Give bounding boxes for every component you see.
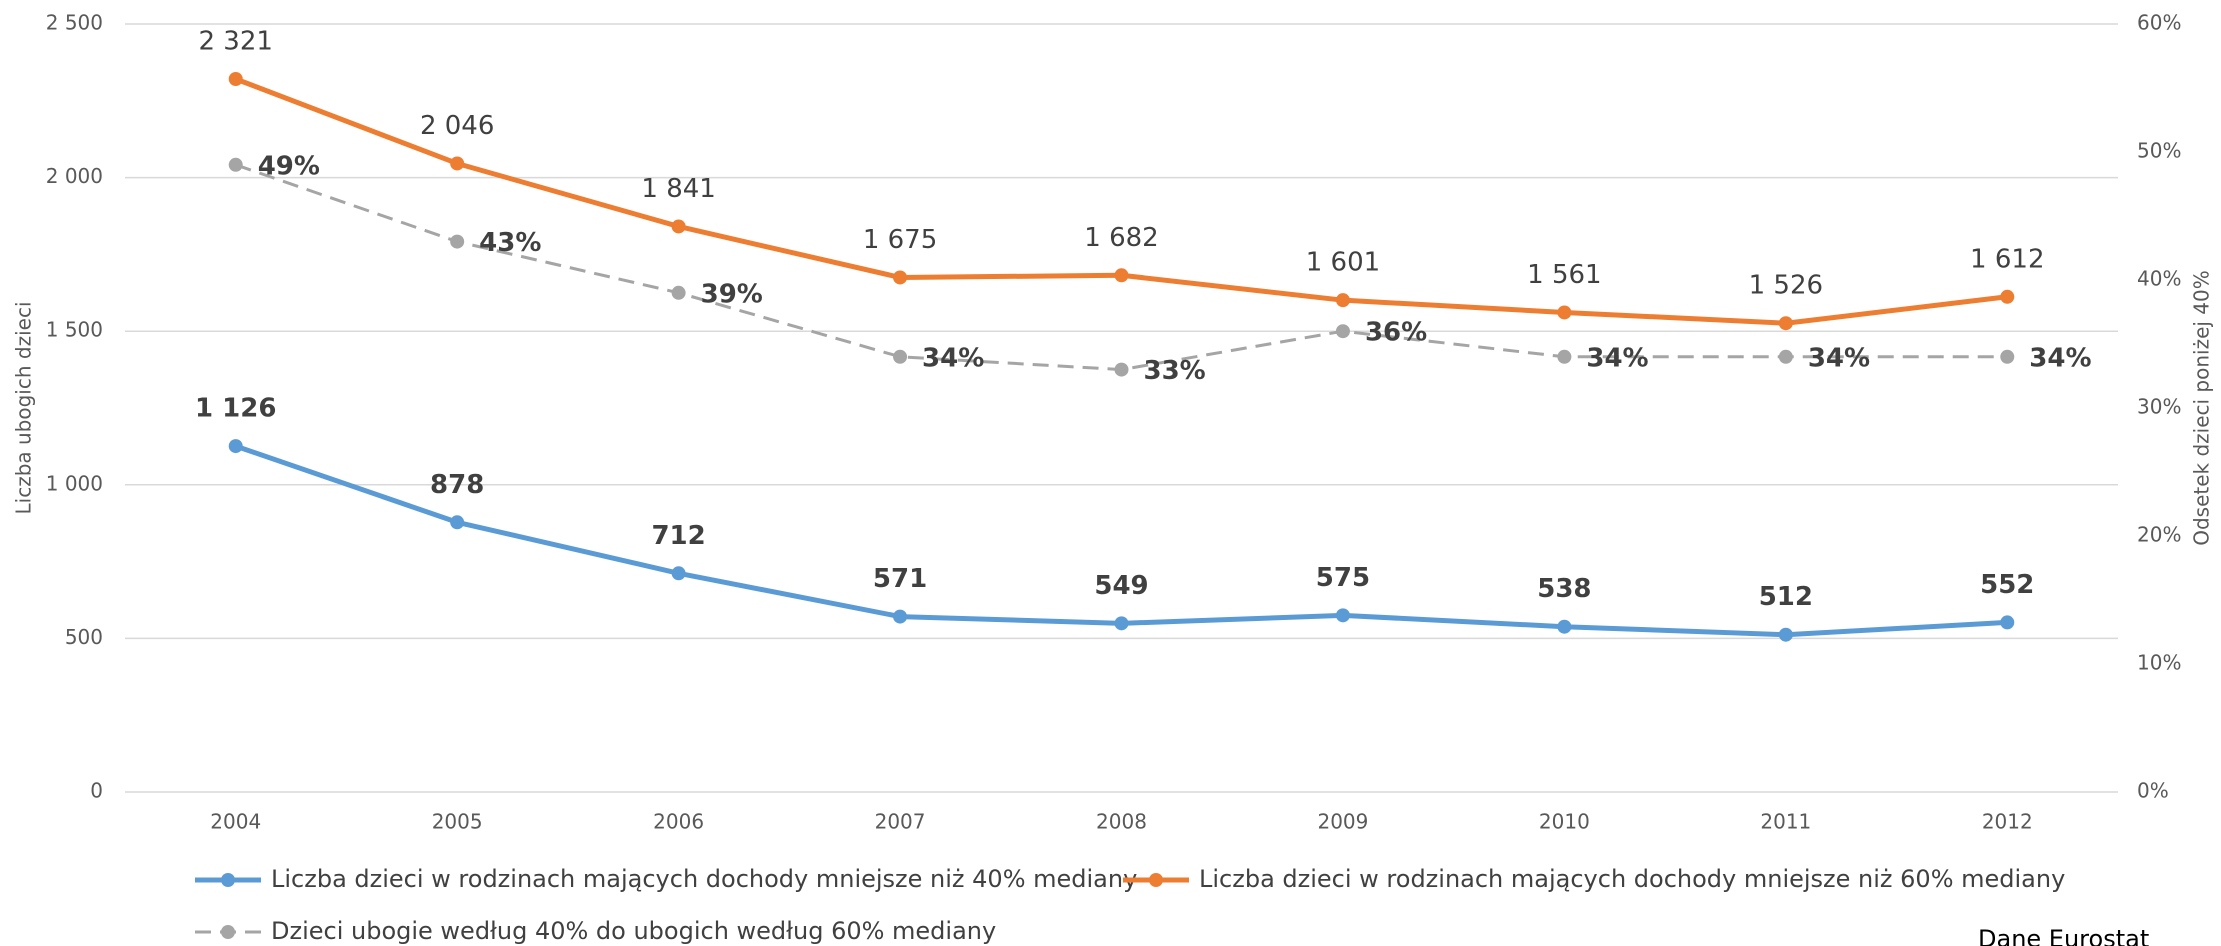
data-label: 878: [430, 470, 484, 500]
data-label: 2 321: [199, 26, 273, 56]
legend-marker: [221, 873, 235, 887]
data-point: [1557, 349, 1572, 364]
y2-tick-label: 30%: [2137, 395, 2181, 419]
data-point: [450, 156, 465, 171]
y-tick-label: 500: [65, 625, 103, 649]
data-label: 1 612: [1970, 244, 2044, 274]
legend-label: Liczba dzieci w rodzinach mających docho…: [1199, 865, 2065, 893]
y2-tick-label: 40%: [2137, 267, 2181, 291]
y2-tick-label: 50%: [2137, 139, 2181, 163]
data-point: [671, 285, 686, 300]
data-point: [1778, 316, 1793, 331]
x-tick-label: 2010: [1539, 810, 1590, 834]
legend-marker: [221, 925, 235, 939]
data-label: 538: [1537, 574, 1591, 604]
data-point: [1335, 324, 1350, 339]
source-note: Dane Eurostat: [1978, 925, 2149, 946]
data-point: [228, 71, 243, 86]
y2-tick-label: 20%: [2137, 523, 2181, 547]
data-point: [1114, 268, 1129, 283]
x-tick-label: 2012: [1982, 810, 2033, 834]
y-tick-label: 0: [90, 779, 103, 803]
x-tick-label: 2006: [653, 810, 704, 834]
data-label: 549: [1094, 571, 1148, 601]
data-label: 1 526: [1749, 271, 1823, 301]
data-label: 1 126: [195, 394, 276, 424]
data-label: 39%: [701, 279, 763, 309]
data-point: [2000, 615, 2015, 630]
data-label: 49%: [258, 151, 320, 181]
legend-label: Dzieci ubogie według 40% do ubogich wedł…: [271, 917, 996, 945]
data-label: 2 046: [420, 111, 494, 141]
x-tick-label: 2004: [210, 810, 261, 834]
y2-tick-label: 10%: [2137, 651, 2181, 675]
y2-tick-label: 0%: [2137, 779, 2169, 803]
y2-tick-label: 60%: [2137, 11, 2181, 35]
data-label: 1 675: [863, 225, 937, 255]
data-label: 1 682: [1084, 223, 1158, 253]
data-label: 552: [1980, 570, 2034, 600]
data-point: [671, 566, 686, 581]
x-tick-label: 2005: [432, 810, 483, 834]
data-label: 34%: [2029, 343, 2091, 373]
data-label: 712: [651, 521, 705, 551]
data-point: [1335, 293, 1350, 308]
data-point: [2000, 349, 2015, 364]
x-tick-label: 2007: [875, 810, 926, 834]
data-label: 34%: [1808, 343, 1870, 373]
data-point: [1114, 616, 1129, 631]
data-label: 512: [1759, 582, 1813, 612]
data-point: [893, 609, 908, 624]
x-tick-label: 2008: [1096, 810, 1147, 834]
data-label: 575: [1316, 563, 1370, 593]
legend-label: Liczba dzieci w rodzinach mających docho…: [271, 865, 1137, 893]
data-point: [2000, 289, 2015, 304]
data-point: [450, 234, 465, 249]
data-label: 36%: [1365, 318, 1427, 348]
data-point: [1557, 619, 1572, 634]
data-label: 43%: [479, 228, 541, 258]
data-point: [893, 349, 908, 364]
data-point: [1114, 362, 1129, 377]
data-label: 34%: [922, 343, 984, 373]
x-tick-label: 2009: [1317, 810, 1368, 834]
data-point: [1778, 349, 1793, 364]
y-tick-label: 2 000: [46, 164, 103, 188]
data-point: [228, 439, 243, 454]
data-point: [671, 219, 686, 234]
legend-marker: [1149, 873, 1163, 887]
data-label: 34%: [1586, 343, 1648, 373]
data-label: 1 841: [641, 174, 715, 204]
series-line: [234, 443, 2008, 638]
y-tick-label: 2 500: [46, 11, 103, 35]
y-tick-label: 1 000: [46, 471, 103, 495]
data-label: 33%: [1144, 356, 1206, 386]
data-point: [1557, 305, 1572, 320]
data-point: [450, 515, 465, 530]
x-tick-label: 2011: [1760, 810, 1811, 834]
data-point: [1778, 627, 1793, 642]
y-tick-label: 1 500: [46, 318, 103, 342]
series-line: [234, 76, 2008, 326]
y2-axis-title: Odsetek dzieci poniżej 40%: [2190, 270, 2214, 546]
data-point: [1335, 608, 1350, 623]
data-label: 571: [873, 564, 927, 594]
series-line: [235, 163, 2008, 372]
data-point: [228, 157, 243, 172]
data-point: [893, 270, 908, 285]
y-axis-title: Liczba ubogich dzieci: [12, 302, 36, 515]
data-label: 1 601: [1306, 248, 1380, 278]
data-label: 1 561: [1527, 260, 1601, 290]
